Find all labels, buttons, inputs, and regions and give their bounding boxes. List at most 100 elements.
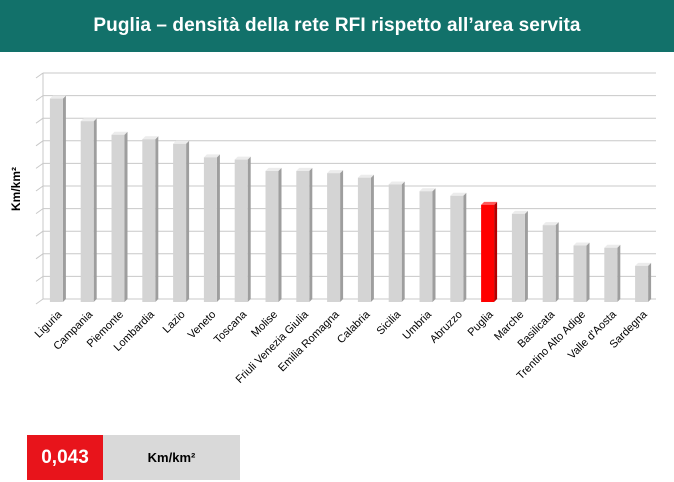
bar-top (142, 136, 159, 140)
bar (604, 244, 621, 302)
bar (450, 192, 467, 302)
gridline-tick (35, 95, 44, 102)
bar-front (203, 157, 217, 302)
gridline-tick (35, 275, 44, 282)
bar (542, 222, 559, 302)
bar-side (432, 188, 436, 302)
bar-top (49, 95, 66, 99)
bar-front (481, 204, 495, 302)
bar (111, 131, 128, 302)
bar-side (524, 210, 528, 302)
bar-top (265, 167, 282, 171)
gridline-tick (35, 253, 44, 260)
bar-top (173, 140, 190, 144)
bar-front (296, 170, 310, 302)
bar-side (216, 154, 220, 302)
density-value-box: 0,043 (27, 435, 103, 480)
bar-top (511, 210, 528, 214)
bar-front (234, 159, 248, 302)
gridline-tick (35, 140, 44, 147)
bar (234, 156, 251, 302)
bar (388, 181, 405, 302)
bar (142, 136, 159, 302)
density-unit-box: Km/km² (103, 435, 240, 480)
bar-side (124, 131, 128, 302)
bar (357, 174, 374, 302)
bar-front (419, 191, 433, 302)
bar-side (340, 170, 344, 302)
bar (635, 262, 652, 302)
bar-side (186, 140, 190, 302)
bar-front (111, 134, 125, 302)
gridline-tick (35, 72, 44, 79)
category-label: Lazio (161, 309, 188, 336)
bar-top (542, 222, 559, 226)
bar-highlight (481, 201, 498, 302)
bar-front (173, 143, 187, 302)
bar-side (278, 167, 282, 302)
bar-top (357, 174, 374, 178)
bar (80, 118, 97, 302)
y-axis-label: Km/km² (9, 167, 23, 211)
bar (296, 167, 313, 302)
bar-front (142, 139, 156, 302)
bar-front (357, 177, 371, 302)
header-bar: Puglia – densità della rete RFI rispetto… (0, 0, 674, 52)
bar-side (617, 244, 621, 302)
gridline-tick (35, 185, 44, 192)
gridline-tick (35, 298, 44, 305)
bar (265, 167, 282, 302)
bar (203, 154, 220, 302)
category-label: Toscana (212, 308, 250, 346)
bar-front (511, 213, 525, 302)
bar-front (542, 225, 556, 302)
bar-front (635, 265, 649, 302)
bar-side (247, 156, 251, 302)
bar-front (573, 245, 587, 302)
density-value: 0,043 (41, 446, 89, 468)
bar-side (155, 136, 159, 302)
bar-front (327, 173, 341, 302)
bar-side (494, 201, 498, 302)
category-label: Calabria (335, 308, 373, 346)
gridline-tick (35, 162, 44, 169)
bar-top (604, 244, 621, 248)
bar-side (555, 222, 559, 302)
bar-side (463, 192, 467, 302)
bar-side (62, 95, 66, 302)
bar-side (309, 167, 313, 302)
bar-top (234, 156, 251, 160)
bar-side (586, 242, 590, 302)
gridline-tick (35, 230, 44, 237)
bar-top (419, 188, 436, 192)
bar-side (401, 181, 405, 302)
bar-top (80, 118, 97, 122)
bar-front (450, 195, 464, 302)
bar-top (635, 262, 652, 266)
bar (419, 188, 436, 302)
bar-front (388, 184, 402, 302)
bar-side (648, 262, 652, 302)
bar (327, 170, 344, 302)
category-label: Sicilia (375, 308, 404, 337)
bar-top (388, 181, 405, 185)
page-title: Puglia – densità della rete RFI rispetto… (93, 15, 581, 36)
bar-top (481, 201, 498, 205)
bar-top (573, 242, 590, 246)
density-unit: Km/km² (147, 450, 196, 465)
bar (511, 210, 528, 302)
bar (173, 140, 190, 302)
bar-top (296, 167, 313, 171)
gridline-tick (35, 117, 44, 124)
bar-side (93, 118, 97, 302)
bar (573, 242, 590, 302)
bar-front (80, 121, 94, 302)
bar-front (49, 98, 63, 302)
bar-front (604, 247, 618, 302)
bar (49, 95, 66, 302)
bar-top (111, 131, 128, 135)
bar-front (265, 170, 279, 302)
bar-side (370, 174, 374, 302)
bar-top (203, 154, 220, 158)
